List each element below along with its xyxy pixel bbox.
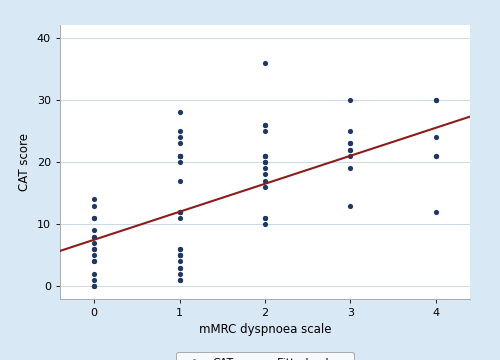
Point xyxy=(176,109,184,115)
Point xyxy=(176,277,184,283)
Point xyxy=(176,252,184,258)
Legend: CAT, Fitted values: CAT, Fitted values xyxy=(176,352,354,360)
Point xyxy=(432,134,440,140)
Point xyxy=(90,258,98,264)
Point xyxy=(176,209,184,215)
Point xyxy=(90,246,98,252)
Point xyxy=(261,184,269,190)
Point xyxy=(176,252,184,258)
Point xyxy=(261,153,269,159)
Point xyxy=(346,147,354,152)
Point xyxy=(261,221,269,227)
X-axis label: mMRC dyspnoea scale: mMRC dyspnoea scale xyxy=(199,323,331,336)
Point xyxy=(346,97,354,103)
Point xyxy=(346,140,354,146)
Point xyxy=(90,271,98,277)
Point xyxy=(176,246,184,252)
Point xyxy=(176,134,184,140)
Point xyxy=(261,128,269,134)
Point xyxy=(176,215,184,221)
Point xyxy=(176,246,184,252)
Point xyxy=(346,140,354,146)
Point xyxy=(176,140,184,146)
Point xyxy=(176,265,184,271)
Point xyxy=(261,122,269,127)
Point xyxy=(261,165,269,171)
Point xyxy=(176,159,184,165)
Point xyxy=(90,240,98,246)
Point xyxy=(176,209,184,215)
Point xyxy=(346,165,354,171)
Point xyxy=(176,277,184,283)
Point xyxy=(261,215,269,221)
Point xyxy=(261,159,269,165)
Point xyxy=(176,153,184,159)
Point xyxy=(90,215,98,221)
Y-axis label: CAT score: CAT score xyxy=(18,133,32,191)
Point xyxy=(90,283,98,289)
Point xyxy=(261,172,269,177)
Point xyxy=(432,153,440,159)
Point xyxy=(90,197,98,202)
Point xyxy=(261,215,269,221)
Point xyxy=(346,128,354,134)
Point xyxy=(90,234,98,239)
Point xyxy=(261,153,269,159)
Point xyxy=(90,258,98,264)
Point xyxy=(90,246,98,252)
Point xyxy=(176,178,184,184)
Point xyxy=(176,153,184,159)
Point xyxy=(346,147,354,152)
Point xyxy=(432,97,440,103)
Point xyxy=(90,283,98,289)
Point xyxy=(176,271,184,277)
Point xyxy=(176,265,184,271)
Point xyxy=(261,60,269,66)
Point xyxy=(261,159,269,165)
Point xyxy=(176,153,184,159)
Point xyxy=(90,252,98,258)
Point xyxy=(176,258,184,264)
Point xyxy=(176,128,184,134)
Point xyxy=(346,153,354,159)
Point xyxy=(90,234,98,239)
Point xyxy=(432,97,440,103)
Point xyxy=(432,209,440,215)
Point xyxy=(176,153,184,159)
Point xyxy=(261,122,269,127)
Point xyxy=(261,178,269,184)
Point xyxy=(90,215,98,221)
Point xyxy=(432,153,440,159)
Point xyxy=(176,153,184,159)
Point xyxy=(90,277,98,283)
Point xyxy=(90,228,98,233)
Point xyxy=(90,203,98,208)
Point xyxy=(346,203,354,208)
Point xyxy=(176,252,184,258)
Point xyxy=(261,153,269,159)
Point xyxy=(176,209,184,215)
